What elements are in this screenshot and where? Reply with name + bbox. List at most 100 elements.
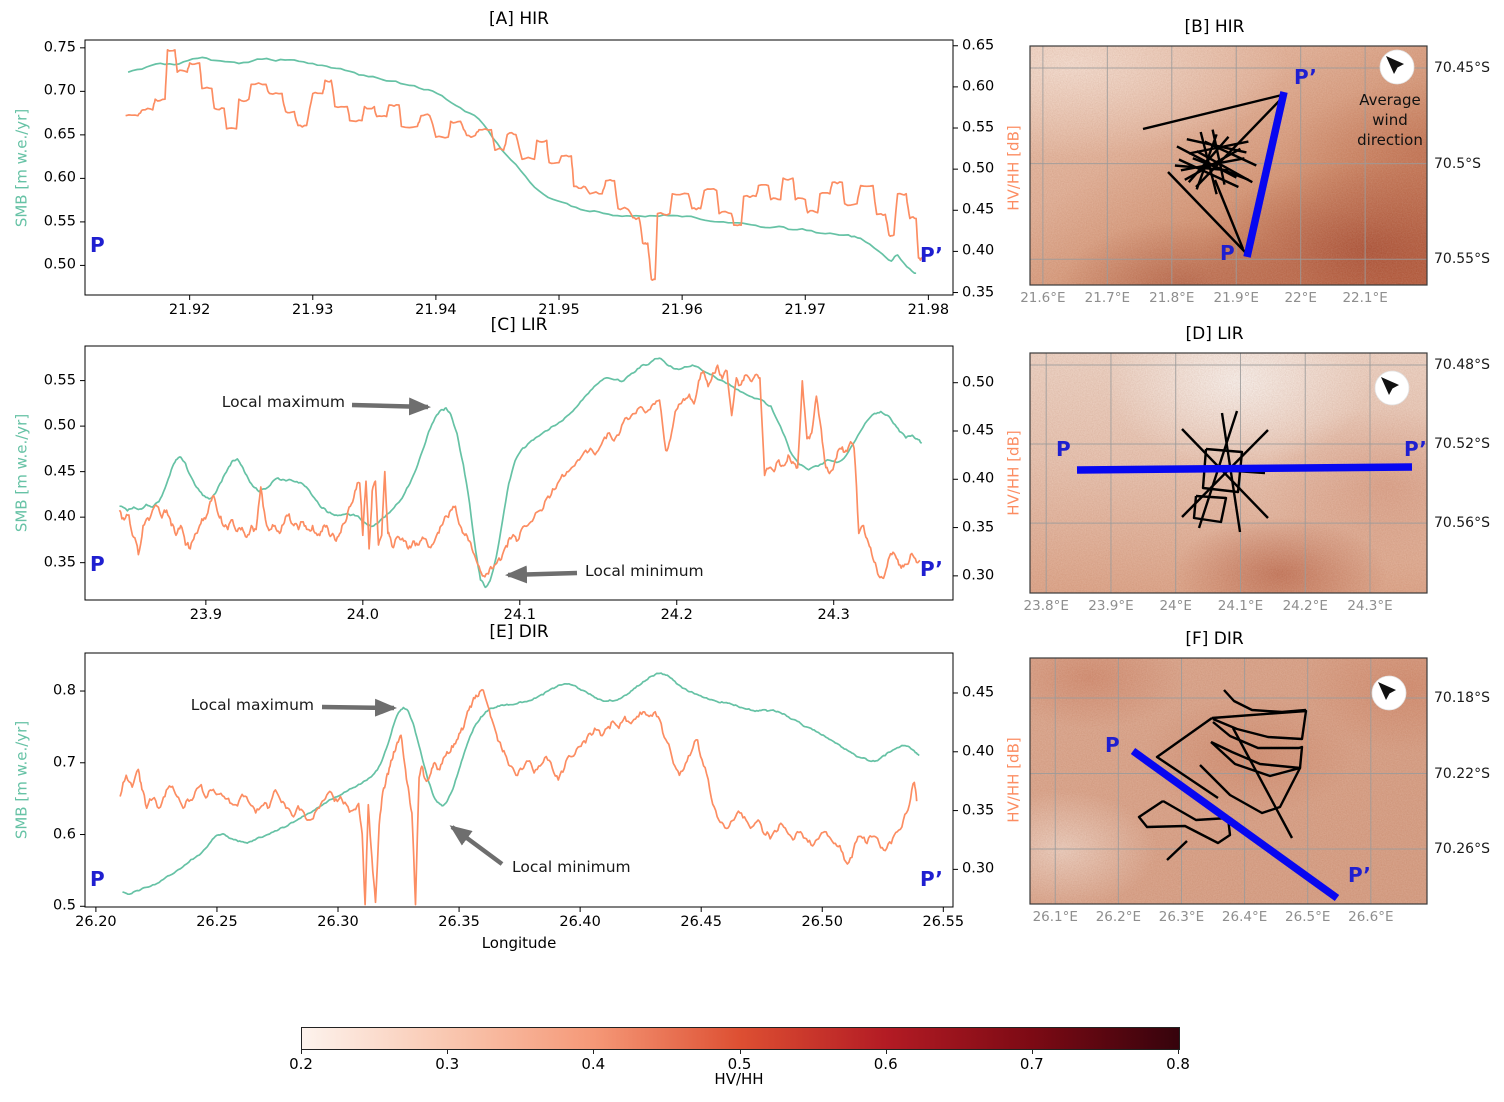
panel-title: [B] HIR [1184, 17, 1245, 37]
y2-tick-label: 0.30 [962, 861, 995, 878]
colorbar-tick-label: 0.2 [289, 1055, 313, 1073]
flight-line [1166, 840, 1188, 861]
y-tick-label: 0.55 [43, 372, 76, 389]
y2-axis-label: HV/HH [dB] [1004, 737, 1023, 823]
map-x-tick-label: 26.4°E [1221, 909, 1268, 925]
map-y-tick-label: 70.45°S [1434, 59, 1490, 76]
wind-direction-compass-icon [1374, 370, 1410, 406]
annotation-arrow-icon [351, 397, 431, 416]
colorbar-tick [739, 1050, 741, 1054]
map-y-tick-label: 70.48°S [1434, 357, 1490, 373]
y2-tick-label: 0.40 [962, 743, 995, 760]
colorbar-tick [593, 1050, 595, 1054]
colorbar-tick [1031, 1050, 1033, 1054]
transect-start-label: P [1220, 241, 1235, 265]
map-border [1029, 45, 1428, 286]
transect-end-label: P’ [1294, 65, 1317, 89]
flight-line [1137, 799, 1232, 845]
colorbar [301, 1027, 1180, 1050]
colorbar-tick [447, 1050, 449, 1054]
smb-line-A [127, 56, 917, 275]
x-tick-label: 24.2 [660, 607, 693, 623]
flight-line [1186, 138, 1247, 154]
map-y-tick-label: 70.55°S [1434, 251, 1490, 268]
flight-line [1213, 179, 1245, 250]
annotation-text: Local minimum [585, 562, 704, 580]
colorbar-tick-label: 0.8 [1166, 1055, 1190, 1073]
y2-axis-label: HV/HH [dB] [1004, 430, 1023, 516]
x-tick-label: 26.25 [196, 914, 238, 930]
colorbar-tick-label: 0.3 [435, 1055, 460, 1073]
x-tick-label: 26.35 [438, 914, 480, 930]
y-tick-label: 0.8 [52, 682, 76, 699]
y-tick-label: 0.60 [43, 170, 76, 187]
wind-direction-compass-icon [1379, 49, 1415, 85]
y-tick-label: 0.50 [43, 417, 76, 434]
chart-panel-E [80, 652, 958, 912]
x-tick-label: 23.9 [189, 607, 223, 623]
plot-border [84, 652, 954, 908]
transect-end-label: P’ [920, 557, 943, 581]
flight-line [1178, 158, 1239, 189]
transect-start-label: P [1105, 733, 1120, 757]
map-x-tick-label: 26.5°E [1285, 909, 1331, 925]
y2-tick-label: 0.50 [962, 160, 995, 177]
map-x-tick-label: 24.2°E [1282, 598, 1328, 614]
transect-line [1243, 91, 1288, 258]
flight-line [1155, 717, 1219, 799]
y2-tick-label: 0.45 [962, 684, 995, 701]
y2-tick-label: 0.30 [962, 567, 995, 584]
map-x-tick-label: 22.1°E [1342, 290, 1388, 306]
y-tick-label: 0.45 [43, 463, 76, 480]
map-panel-D [1029, 352, 1428, 594]
y2-tick-label: 0.45 [962, 422, 995, 439]
flight-line [1199, 741, 1302, 815]
y2-tick-label: 0.65 [962, 37, 995, 54]
y-axis-label: SMB [m w.e./yr] [12, 108, 31, 227]
map-x-tick-label: 23.9°E [1088, 598, 1134, 614]
transect-end-label: P’ [920, 867, 943, 891]
transect-end-label: P’ [1404, 437, 1427, 461]
x-tick-label: 24.1 [503, 607, 536, 623]
colorbar-label: HV/HH [714, 1070, 764, 1088]
y-tick-label: 0.55 [43, 213, 76, 230]
map-x-tick-label: 21.8°E [1149, 290, 1195, 306]
map-y-tick-label: 70.56°S [1434, 515, 1490, 532]
x-tick-label: 21.96 [661, 302, 703, 318]
smb-line-E [122, 672, 920, 896]
transect-start-label: P [90, 552, 105, 576]
y-tick-label: 0.6 [52, 826, 76, 843]
colorbar-tick-label: 0.7 [1019, 1055, 1044, 1073]
map-x-tick-label: 26.6°E [1348, 909, 1394, 925]
flight-line [1211, 709, 1308, 741]
transect-line [1076, 463, 1413, 474]
flight-line [1196, 150, 1253, 184]
x-axis-label: Longitude [481, 934, 557, 952]
flight-line [1211, 129, 1226, 185]
map-x-tick-label: 24°E [1159, 598, 1192, 614]
annotation-text: Local maximum [190, 696, 314, 714]
flight-line [1167, 171, 1247, 254]
y2-tick-label: 0.45 [962, 201, 995, 218]
colorbar-tick-label: 0.6 [873, 1055, 898, 1073]
y-tick-label: 0.5 [52, 897, 76, 914]
x-tick-label: 21.98 [907, 302, 950, 318]
hvhh-line-A [125, 49, 923, 281]
y-tick-label: 0.75 [43, 39, 76, 56]
annotation-arrow-icon [505, 565, 578, 584]
map-x-tick-label: 26.2°E [1095, 909, 1142, 925]
flight-line [1184, 147, 1241, 181]
transect-end-label: P’ [920, 243, 943, 267]
map-y-tick-label: 70.52°S [1434, 436, 1490, 452]
transect-line [1130, 747, 1340, 902]
annotation-arrow-icon [449, 825, 504, 866]
annotation-text: Local maximum [221, 393, 345, 411]
x-tick-label: 21.93 [292, 302, 334, 318]
transect-end-label: P’ [1348, 863, 1371, 887]
colorbar-tick [885, 1050, 887, 1054]
panel-title: [D] LIR [1185, 324, 1244, 344]
x-tick-label: 24.0 [346, 607, 379, 623]
map-x-tick-label: 21.7°E [1084, 290, 1130, 306]
wind-direction-caption: Average wind direction [1357, 91, 1423, 149]
y-tick-label: 0.50 [43, 257, 76, 274]
